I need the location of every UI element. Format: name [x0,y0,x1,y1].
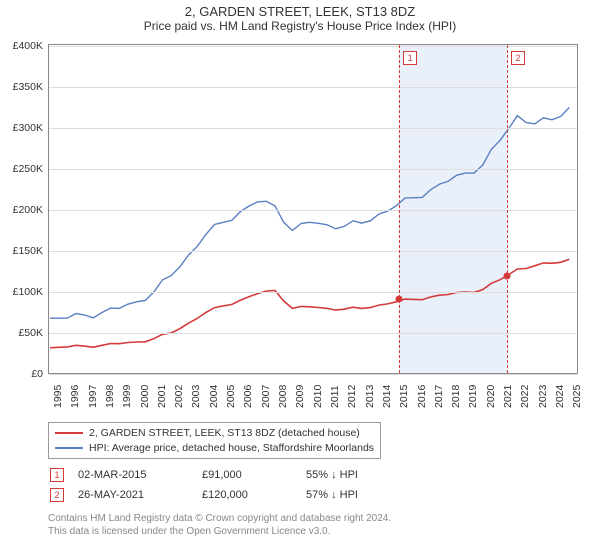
legend-item: HPI: Average price, detached house, Staf… [55,441,374,456]
x-axis-labels: 1995 1996 1997 1998 1999 2000 2001 2002 2003 2004… [48,376,578,416]
series-hpi [50,108,569,319]
sale-row-price: £120,000 [202,486,304,504]
legend-label: HPI: Average price, detached house, Staf… [89,442,374,454]
sale-row-pct: 57% ↓ HPI [306,486,370,504]
legend-label: 2, GARDEN STREET, LEEK, ST13 8DZ (detach… [89,427,360,439]
x-tick-label: 2024 [554,385,566,408]
sale-row-marker: 1 [50,468,64,482]
sale-row: 1 02-MAR-2015£91,00055% ↓ HPI [50,466,370,484]
sale-marker: 2 [511,51,525,65]
sale-row-date: 26-MAY-2021 [78,486,200,504]
x-tick-label: 1996 [69,385,81,408]
x-tick-label: 2020 [485,385,497,408]
y-tick-label: £300K [0,122,43,134]
x-tick-label: 2019 [467,385,479,408]
sale-row: 2 26-MAY-2021£120,00057% ↓ HPI [50,486,370,504]
sale-point [396,296,403,303]
page-subtitle: Price paid vs. HM Land Registry's House … [0,19,600,35]
x-tick-label: 2012 [346,385,358,408]
sale-point [504,272,511,279]
x-tick-label: 2013 [364,385,376,408]
x-tick-label: 2007 [260,385,272,408]
attribution-line: This data is licensed under the Open Gov… [48,525,391,538]
x-tick-label: 2009 [294,385,306,408]
y-tick-label: £200K [0,204,43,216]
y-tick-label: £350K [0,81,43,93]
x-tick-label: 2003 [190,385,202,408]
x-tick-label: 2008 [277,385,289,408]
sale-vline [399,45,400,373]
x-tick-label: 2005 [225,385,237,408]
sale-rows: 1 02-MAR-2015£91,00055% ↓ HPI 2 26-MAY-2021… [48,464,372,506]
sale-row-marker: 2 [50,488,64,502]
x-tick-label: 2025 [571,385,583,408]
x-tick-label: 2001 [156,385,168,408]
x-tick-label: 2015 [398,385,410,408]
y-tick-label: £250K [0,163,43,175]
attribution: Contains HM Land Registry data © Crown c… [48,512,391,538]
x-tick-label: 2011 [329,385,341,408]
y-tick-label: £0 [0,368,43,380]
x-tick-label: 2021 [502,385,514,408]
sale-row-price: £91,000 [202,466,304,484]
x-tick-label: 2002 [173,385,185,408]
x-tick-label: 2022 [519,385,531,408]
y-tick-label: £50K [0,327,43,339]
x-tick-label: 2000 [139,385,151,408]
x-tick-label: 1998 [104,385,116,408]
y-tick-label: £150K [0,245,43,257]
x-tick-label: 1997 [87,385,99,408]
legend-item: 2, GARDEN STREET, LEEK, ST13 8DZ (detach… [55,426,374,441]
x-tick-label: 2006 [242,385,254,408]
sale-row-date: 02-MAR-2015 [78,466,200,484]
x-tick-label: 1995 [52,385,64,408]
legend: 2, GARDEN STREET, LEEK, ST13 8DZ (detach… [48,422,381,459]
x-tick-label: 2023 [537,385,549,408]
sale-marker: 1 [403,51,417,65]
x-tick-label: 2010 [312,385,324,408]
attribution-line: Contains HM Land Registry data © Crown c… [48,512,391,525]
x-tick-label: 1999 [121,385,133,408]
sale-row-pct: 55% ↓ HPI [306,466,370,484]
x-tick-label: 2004 [208,385,220,408]
sale-vline [507,45,508,373]
x-tick-label: 2016 [416,385,428,408]
page-title: 2, GARDEN STREET, LEEK, ST13 8DZ [0,0,600,19]
legend-swatch [55,432,83,434]
y-tick-label: £400K [0,40,43,52]
chart-plot: £0£50K£100K£150K£200K£250K£300K£350K£400… [48,44,578,374]
legend-swatch [55,447,83,449]
x-tick-label: 2018 [450,385,462,408]
x-tick-label: 2017 [433,385,445,408]
y-tick-label: £100K [0,286,43,298]
chart: £0£50K£100K£150K£200K£250K£300K£350K£400… [48,44,578,414]
x-tick-label: 2014 [381,385,393,408]
